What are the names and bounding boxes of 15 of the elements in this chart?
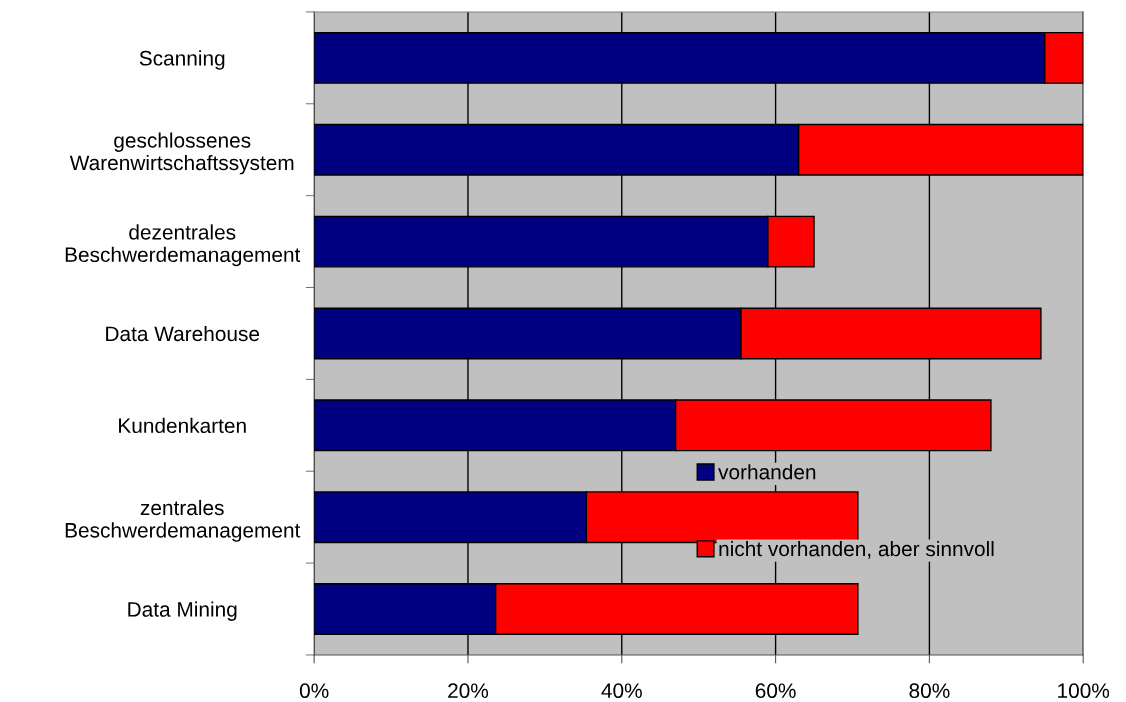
legend-label: nicht vorhanden, aber sinnvoll: [719, 540, 994, 559]
x-tick-label: 100%: [1058, 683, 1110, 699]
y-tick-label: Scanning: [139, 50, 225, 70]
y-tick-label: Kundenkarten: [119, 417, 246, 434]
y-tick-label: dezentrales Beschwerdemanagement: [65, 224, 301, 267]
legend-label: vorhanden: [718, 464, 816, 480]
y-tick-label: Data Warehouse: [106, 325, 260, 342]
y-tick-label: geschlossenes Warenwirtschaftssystem: [69, 132, 294, 175]
x-tick-label: 20%: [448, 683, 489, 699]
x-tick-label: 0%: [299, 683, 329, 699]
x-tick-label: 60%: [755, 683, 796, 699]
y-tick-label: zentrales Beschwerdemanagement: [65, 499, 301, 542]
y-tick-label: Data Mining: [128, 601, 237, 621]
x-tick-label: 80%: [909, 683, 950, 699]
x-tick-label: 40%: [601, 683, 642, 699]
